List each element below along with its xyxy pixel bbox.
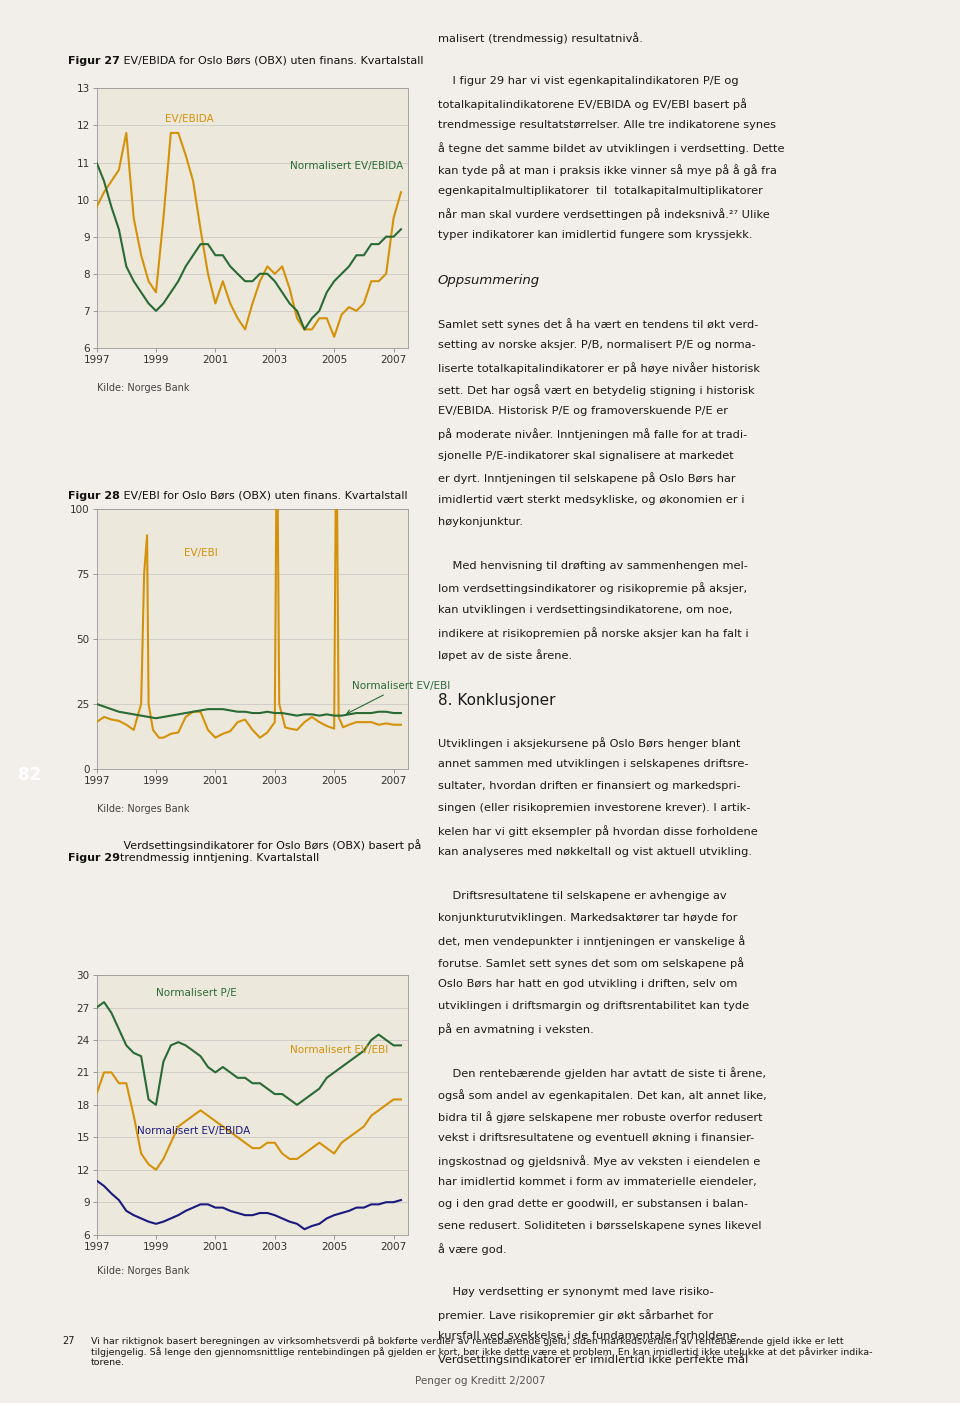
Text: EV/EBIDA: EV/EBIDA xyxy=(165,114,214,125)
Text: på moderate nivåer. Inntjeningen må falle for at tradi-: på moderate nivåer. Inntjeningen må fall… xyxy=(438,428,747,441)
Text: å være god.: å være god. xyxy=(438,1243,506,1254)
Text: utviklingen i driftsmargin og driftsrentabilitet kan tyde: utviklingen i driftsmargin og driftsrent… xyxy=(438,1000,749,1010)
Text: Figur 29: Figur 29 xyxy=(68,853,120,863)
Text: Kilde: Norges Bank: Kilde: Norges Bank xyxy=(97,1266,189,1275)
Text: Normalisert EV/EBI: Normalisert EV/EBI xyxy=(347,680,450,714)
Text: sjonelle P/E-indikatorer skal signalisere at markedet: sjonelle P/E-indikatorer skal signaliser… xyxy=(438,450,733,460)
Text: når man skal vurdere verdsettingen på indeksnivå.²⁷ Ulike: når man skal vurdere verdsettingen på in… xyxy=(438,209,769,220)
Text: kelen har vi gitt eksempler på hvordan disse forholdene: kelen har vi gitt eksempler på hvordan d… xyxy=(438,825,757,836)
Text: 82: 82 xyxy=(18,766,41,784)
Text: Utviklingen i aksjekursene på Oslo Børs henger blant: Utviklingen i aksjekursene på Oslo Børs … xyxy=(438,737,740,749)
Text: er dyrt. Inntjeningen til selskapene på Oslo Børs har: er dyrt. Inntjeningen til selskapene på … xyxy=(438,473,735,484)
Text: Samlet sett synes det å ha vært en tendens til økt verd-: Samlet sett synes det å ha vært en tende… xyxy=(438,318,758,330)
Text: bidra til å gjøre selskapene mer robuste overfor redusert: bidra til å gjøre selskapene mer robuste… xyxy=(438,1111,762,1122)
Text: Normalisert EV/EBIDA: Normalisert EV/EBIDA xyxy=(290,161,403,171)
Text: Med henvisning til drøfting av sammenhengen mel-: Med henvisning til drøfting av sammenhen… xyxy=(438,561,748,571)
Text: kursfall ved svekkelse i de fundamentale forholdene.: kursfall ved svekkelse i de fundamentale… xyxy=(438,1331,740,1341)
Text: høykonjunktur.: høykonjunktur. xyxy=(438,516,522,526)
Text: setting av norske aksjer. P/B, normalisert P/E og norma-: setting av norske aksjer. P/B, normalise… xyxy=(438,341,756,351)
Text: indikere at risikopremien på norske aksjer kan ha falt i: indikere at risikopremien på norske aksj… xyxy=(438,627,748,638)
Text: løpet av de siste årene.: løpet av de siste årene. xyxy=(438,648,572,661)
Text: Oslo Børs har hatt en god utvikling i driften, selv om: Oslo Børs har hatt en god utvikling i dr… xyxy=(438,979,737,989)
Text: forutse. Samlet sett synes det som om selskapene på: forutse. Samlet sett synes det som om se… xyxy=(438,957,744,968)
Text: EV/EBIDA. Historisk P/E og framoverskuende P/E er: EV/EBIDA. Historisk P/E og framoverskuen… xyxy=(438,407,728,417)
Text: det, men vendepunkter i inntjeningen er vanskelige å: det, men vendepunkter i inntjeningen er … xyxy=(438,934,745,947)
Text: Kilde: Norges Bank: Kilde: Norges Bank xyxy=(97,383,189,393)
Text: egenkapitalmultiplikatorer  til  totalkapitalmultiplikatorer: egenkapitalmultiplikatorer til totalkapi… xyxy=(438,187,762,196)
Text: konjunkturutviklingen. Markedsaktører tar høyde for: konjunkturutviklingen. Markedsaktører ta… xyxy=(438,913,737,923)
Text: EV/EBI: EV/EBI xyxy=(184,549,218,558)
Text: trendmessige resultatstørrelser. Alle tre indikatorene synes: trendmessige resultatstørrelser. Alle tr… xyxy=(438,121,776,130)
Text: malisert (trendmessig) resultatnivå.: malisert (trendmessig) resultatnivå. xyxy=(438,32,642,43)
Text: å tegne det samme bildet av utviklingen i verdsetting. Dette: å tegne det samme bildet av utviklingen … xyxy=(438,142,784,154)
Text: og i den grad dette er goodwill, er substansen i balan-: og i den grad dette er goodwill, er subs… xyxy=(438,1200,748,1209)
Text: også som andel av egenkapitalen. Det kan, alt annet like,: også som andel av egenkapitalen. Det kan… xyxy=(438,1089,766,1101)
Text: Normalisert EV/EBIDA: Normalisert EV/EBIDA xyxy=(137,1125,251,1135)
Text: kan tyde på at man i praksis ikke vinner så mye på å gå fra: kan tyde på at man i praksis ikke vinner… xyxy=(438,164,777,177)
Text: liserte totalkapitalindikatorer er på høye nivåer historisk: liserte totalkapitalindikatorer er på hø… xyxy=(438,362,759,375)
Text: ingskostnad og gjeldsnivå. Mye av veksten i eiendelen e: ingskostnad og gjeldsnivå. Mye av vekste… xyxy=(438,1155,760,1167)
Text: Figur 27: Figur 27 xyxy=(68,56,120,66)
Text: kan analyseres med nøkkeltall og vist aktuell utvikling.: kan analyseres med nøkkeltall og vist ak… xyxy=(438,847,752,857)
Text: sett. Det har også vært en betydelig stigning i historisk: sett. Det har også vært en betydelig sti… xyxy=(438,384,755,397)
Text: kan utviklingen i verdsettingsindikatorene, om noe,: kan utviklingen i verdsettingsindikatore… xyxy=(438,605,732,615)
Text: sene redusert. Soliditeten i børsselskapene synes likevel: sene redusert. Soliditeten i børsselskap… xyxy=(438,1221,761,1230)
Text: Verdsettingsindikatorer for Oslo Børs (OBX) basert på
trendmessig inntjening. Kv: Verdsettingsindikatorer for Oslo Børs (O… xyxy=(120,839,421,863)
Text: totalkapitalindikatorene EV/EBIDA og EV/EBI basert på: totalkapitalindikatorene EV/EBIDA og EV/… xyxy=(438,98,747,111)
Text: Driftsresultatene til selskapene er avhengige av: Driftsresultatene til selskapene er avhe… xyxy=(438,891,727,901)
Text: på en avmatning i veksten.: på en avmatning i veksten. xyxy=(438,1023,593,1035)
Text: sultater, hvordan driften er finansiert og markedspri-: sultater, hvordan driften er finansiert … xyxy=(438,780,740,791)
Text: singen (eller risikopremien investorene krever). I artik-: singen (eller risikopremien investorene … xyxy=(438,803,750,812)
Text: annet sammen med utviklingen i selskapenes driftsre-: annet sammen med utviklingen i selskapen… xyxy=(438,759,748,769)
Text: Normalisert EV/EBI: Normalisert EV/EBI xyxy=(290,1045,388,1055)
Text: Penger og Kreditt 2/2007: Penger og Kreditt 2/2007 xyxy=(415,1376,545,1386)
Text: 8. Konklusjoner: 8. Konklusjoner xyxy=(438,693,555,707)
Text: EV/EBIDA for Oslo Børs (OBX) uten finans. Kvartalstall: EV/EBIDA for Oslo Børs (OBX) uten finans… xyxy=(120,56,423,66)
Text: EV/EBI for Oslo Børs (OBX) uten finans. Kvartalstall: EV/EBI for Oslo Børs (OBX) uten finans. … xyxy=(120,491,407,501)
Text: Oppsummering: Oppsummering xyxy=(438,275,540,288)
Text: I figur 29 har vi vist egenkapitalindikatoren P/E og: I figur 29 har vi vist egenkapitalindika… xyxy=(438,76,738,87)
Text: Normalisert P/E: Normalisert P/E xyxy=(156,988,236,998)
Text: Høy verdsetting er synonymt med lave risiko-: Høy verdsetting er synonymt med lave ris… xyxy=(438,1287,713,1296)
Text: typer indikatorer kan imidlertid fungere som kryssjekk.: typer indikatorer kan imidlertid fungere… xyxy=(438,230,753,240)
Text: Den rentebærende gjelden har avtatt de siste ti årene,: Den rentebærende gjelden har avtatt de s… xyxy=(438,1066,766,1079)
Text: Verdsettingsindikatorer er imidlertid ikke perfekte mål: Verdsettingsindikatorer er imidlertid ik… xyxy=(438,1352,748,1365)
Text: Vi har riktignok basert beregningen av virksomhetsverdi på bokførte verdier av r: Vi har riktignok basert beregningen av v… xyxy=(91,1336,873,1368)
Text: 27: 27 xyxy=(62,1336,75,1345)
Text: premier. Lave risikopremier gir økt sårbarhet for: premier. Lave risikopremier gir økt sårb… xyxy=(438,1309,713,1320)
Text: har imidlertid kommet i form av immaterielle eiendeler,: har imidlertid kommet i form av immateri… xyxy=(438,1177,756,1187)
Text: imidlertid vært sterkt medsykliske, og økonomien er i: imidlertid vært sterkt medsykliske, og ø… xyxy=(438,494,744,505)
Text: Figur 28: Figur 28 xyxy=(68,491,120,501)
Text: lom verdsettingsindikatorer og risikopremie på aksjer,: lom verdsettingsindikatorer og risikopre… xyxy=(438,582,747,595)
Text: Kilde: Norges Bank: Kilde: Norges Bank xyxy=(97,804,189,814)
Text: vekst i driftsresultatene og eventuell økning i finansier-: vekst i driftsresultatene og eventuell ø… xyxy=(438,1132,754,1143)
